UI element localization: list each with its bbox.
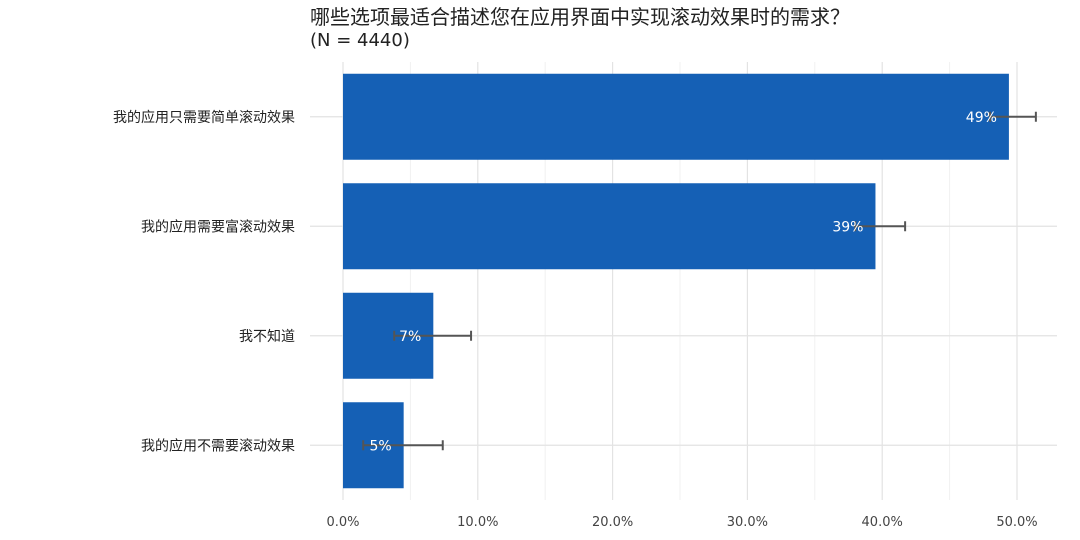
x-tick-label: 30.0% <box>727 515 768 530</box>
x-tick-label: 0.0% <box>326 515 359 530</box>
chart-title: 哪些选项最适合描述您在应用界面中实现滚动效果时的需求？ <box>310 5 850 29</box>
bar <box>343 183 876 270</box>
category-label: 我不知道 <box>239 328 295 345</box>
x-tick-label: 10.0% <box>457 515 498 530</box>
category-label: 我的应用只需要简单滚动效果 <box>113 109 295 126</box>
bar <box>343 73 1009 160</box>
category-label: 我的应用需要富滚动效果 <box>141 218 295 235</box>
x-tick-label: 40.0% <box>862 515 903 530</box>
x-tick-label: 50.0% <box>996 515 1037 530</box>
x-tick-label: 20.0% <box>592 515 633 530</box>
data-label: 7% <box>399 329 421 345</box>
chart-subtitle: (N = 4440) <box>310 30 410 51</box>
category-label: 我的应用不需要滚动效果 <box>141 437 295 454</box>
data-label: 49% <box>966 110 997 126</box>
title-block: 哪些选项最适合描述您在应用界面中实现滚动效果时的需求？ (N = 4440) <box>310 4 850 52</box>
data-label: 39% <box>832 219 863 235</box>
data-label: 5% <box>369 438 391 454</box>
